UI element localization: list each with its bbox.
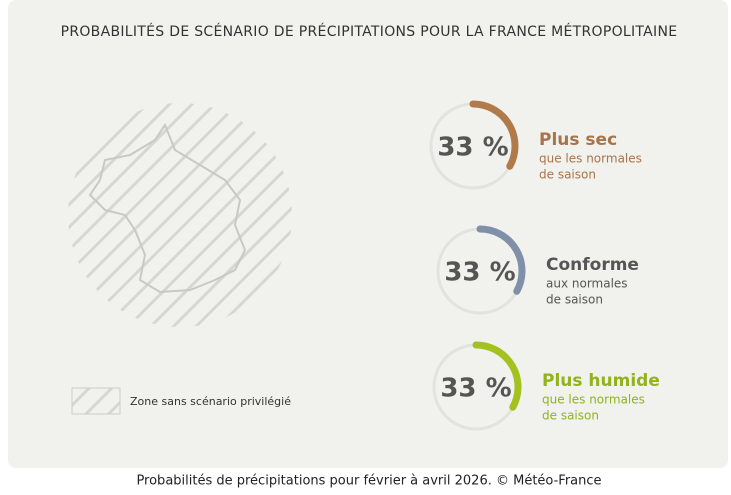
map-zone bbox=[68, 103, 292, 327]
scenario-description: aux normales bbox=[546, 277, 628, 291]
scenario-description: que les normales bbox=[539, 152, 642, 166]
scenario-description: de saison bbox=[539, 168, 596, 182]
scenario-description: de saison bbox=[546, 293, 603, 307]
map-outline bbox=[88, 122, 247, 294]
caption: Probabilités de précipitations pour févr… bbox=[136, 474, 601, 489]
title: PROBABILITÉS DE SCÉNARIO DE PRÉCIPITATIO… bbox=[61, 23, 678, 40]
scenario-name: Plus humide bbox=[542, 371, 660, 391]
scenario-name: Conforme bbox=[546, 255, 639, 275]
scenario-name: Plus sec bbox=[539, 130, 617, 150]
gauge-value: 33 % bbox=[437, 133, 508, 163]
legend-label: Zone sans scénario privilégié bbox=[130, 395, 291, 408]
gauge-value: 33 % bbox=[444, 258, 515, 288]
legend-swatch bbox=[71, 387, 121, 415]
gauge-value: 33 % bbox=[440, 374, 511, 404]
scenario-description: que les normales bbox=[542, 393, 645, 407]
scenario-description: de saison bbox=[542, 409, 599, 423]
gauge-arc bbox=[472, 341, 522, 411]
gauge-arc bbox=[476, 225, 526, 295]
gauge-arc bbox=[469, 100, 519, 170]
